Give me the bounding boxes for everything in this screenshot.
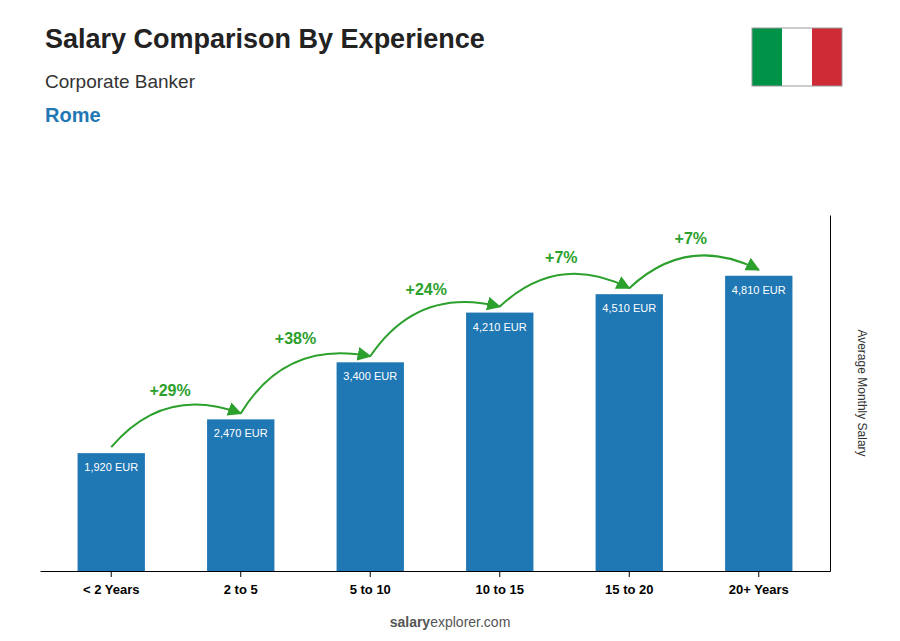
bar: [725, 276, 792, 571]
data-labels: 1,920 EUR 2,470 EUR 3,400 EUR 4,210 EUR 4,51…: [84, 284, 785, 473]
flag-border: [752, 28, 842, 86]
flag-stripe: [812, 28, 842, 86]
x-tick-label: 10 to 15: [476, 582, 524, 597]
title: Salary Comparison By Experience: [45, 24, 485, 54]
change-arrow: [111, 404, 241, 447]
change-label: +29%: [149, 382, 190, 399]
bar: [596, 294, 663, 571]
watermark-normal: explorer.com: [430, 614, 510, 630]
data-label: 1,920 EUR: [84, 461, 138, 473]
x-tick: 15 to 20: [605, 571, 653, 597]
x-tick-label: < 2 Years: [83, 582, 140, 597]
data-label: 4,810 EUR: [732, 284, 786, 296]
x-axis: < 2 Years 2 to 5 5 to 10 10 to 15 15 to 20 20…: [41, 571, 831, 597]
flag: [752, 28, 842, 86]
x-tick-mark: [240, 571, 241, 577]
y-axis: [830, 216, 831, 572]
watermark: salaryexplorer.com: [390, 614, 511, 630]
x-tick-label: 15 to 20: [605, 582, 653, 597]
change-label: +7%: [545, 249, 577, 266]
x-tick-label: 5 to 10: [350, 582, 391, 597]
bar: [337, 362, 404, 571]
x-tick: < 2 Years: [83, 571, 140, 597]
change-arrow: [500, 274, 630, 307]
change-arrow: [629, 255, 759, 288]
change-label: +24%: [406, 281, 447, 298]
watermark-bold: salary: [390, 614, 431, 630]
bar: [207, 419, 274, 571]
y-axis-label: Average Monthly Salary: [855, 329, 869, 456]
change-arrow: [370, 302, 500, 356]
x-axis-line: [41, 571, 831, 572]
x-tick-mark: [499, 571, 500, 577]
bars: [78, 276, 793, 571]
data-label: 2,470 EUR: [214, 427, 268, 439]
x-tick: 10 to 15: [476, 571, 524, 597]
x-tick-mark: [370, 571, 371, 577]
bar: [78, 453, 145, 571]
change-annotations: +29% +38% +24% +7% +7%: [111, 230, 759, 447]
subtitle: Corporate Banker: [45, 71, 196, 92]
x-tick-mark: [111, 571, 112, 577]
x-tick-mark: [629, 571, 630, 577]
city: Rome: [45, 104, 101, 126]
x-tick: 5 to 10: [350, 571, 391, 597]
chart: Salary Comparison By Experience Corporate…: [0, 0, 900, 641]
y-axis-line: [830, 216, 831, 572]
data-label: 3,400 EUR: [343, 370, 397, 382]
flag-stripe: [752, 28, 782, 86]
change-arrow: [241, 353, 371, 413]
x-tick-label: 20+ Years: [729, 582, 789, 597]
change-label: +38%: [275, 330, 316, 347]
x-tick-label: 2 to 5: [224, 582, 258, 597]
x-tick: 20+ Years: [729, 571, 789, 597]
x-tick-mark: [758, 571, 759, 577]
flag-stripe: [782, 28, 812, 86]
data-label: 4,210 EUR: [473, 321, 527, 333]
bar: [466, 313, 533, 571]
x-tick: 2 to 5: [224, 571, 258, 597]
data-label: 4,510 EUR: [602, 302, 656, 314]
plot: < 2 Years 2 to 5 5 to 10 10 to 15 15 to 20 20…: [41, 216, 831, 598]
change-label: +7%: [675, 230, 707, 247]
